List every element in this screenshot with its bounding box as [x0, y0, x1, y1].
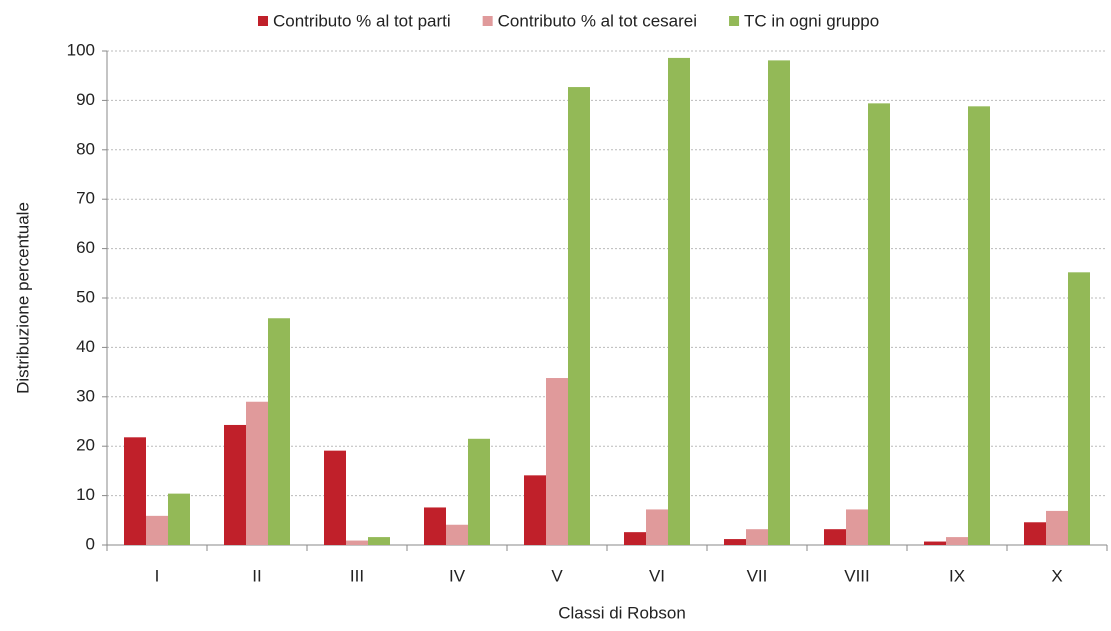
bar: [624, 532, 646, 545]
bar: [524, 475, 546, 545]
bar: [824, 529, 846, 545]
bar: [324, 450, 346, 545]
bar: [446, 524, 468, 545]
bar: [346, 540, 368, 545]
bar: [1068, 272, 1090, 545]
bar: [246, 401, 268, 545]
y-tick-label: 60: [76, 238, 95, 257]
x-tick-label: X: [1051, 566, 1062, 585]
bar: [746, 529, 768, 545]
y-tick-label: 30: [76, 386, 95, 405]
legend-swatch: [729, 16, 740, 26]
y-tick-label: 70: [76, 189, 95, 208]
bar: [468, 438, 490, 545]
y-tick-label: 10: [76, 485, 95, 504]
legend-label: TC in ogni gruppo: [744, 11, 879, 30]
bar: [568, 87, 590, 545]
x-tick-label: VII: [747, 566, 768, 585]
bar: [368, 537, 390, 545]
bar: [846, 509, 868, 545]
y-tick-label: 80: [76, 139, 95, 158]
y-tick-label: 20: [76, 436, 95, 455]
bar: [968, 106, 990, 545]
x-tick-label: V: [551, 566, 563, 585]
y-tick-label: 40: [76, 337, 95, 356]
bar: [646, 509, 668, 545]
y-tick-label: 90: [76, 90, 95, 109]
bar: [868, 103, 890, 545]
bar: [768, 60, 790, 546]
legend-label: Contributo % al tot parti: [273, 11, 451, 30]
x-tick-label: I: [155, 566, 160, 585]
y-tick-label: 50: [76, 287, 95, 306]
x-tick-label: IX: [949, 566, 965, 585]
y-tick-label: 0: [86, 534, 95, 553]
bar: [424, 507, 446, 545]
y-tick-label: 100: [67, 40, 95, 59]
bar: [146, 515, 168, 545]
x-tick-label: VIII: [844, 566, 870, 585]
bar: [268, 318, 290, 545]
legend-label: Contributo % al tot cesarei: [498, 11, 697, 30]
x-tick-label: II: [252, 566, 261, 585]
bar: [1024, 522, 1046, 545]
x-tick-label: III: [350, 566, 364, 585]
bar: [946, 537, 968, 545]
x-tick-label: IV: [449, 566, 466, 585]
x-tick-label: VI: [649, 566, 665, 585]
legend-swatch: [258, 16, 268, 26]
bar: [1046, 510, 1068, 545]
bar: [724, 539, 746, 545]
bar: [668, 57, 690, 545]
bar: [124, 437, 146, 545]
bar: [924, 541, 946, 545]
bar: [546, 378, 568, 545]
x-axis-title: Classi di Robson: [558, 603, 686, 622]
legend-swatch: [482, 16, 493, 26]
y-axis-title: Distribuzione percentuale: [13, 202, 32, 394]
bar: [224, 424, 246, 545]
bar: [168, 493, 190, 545]
